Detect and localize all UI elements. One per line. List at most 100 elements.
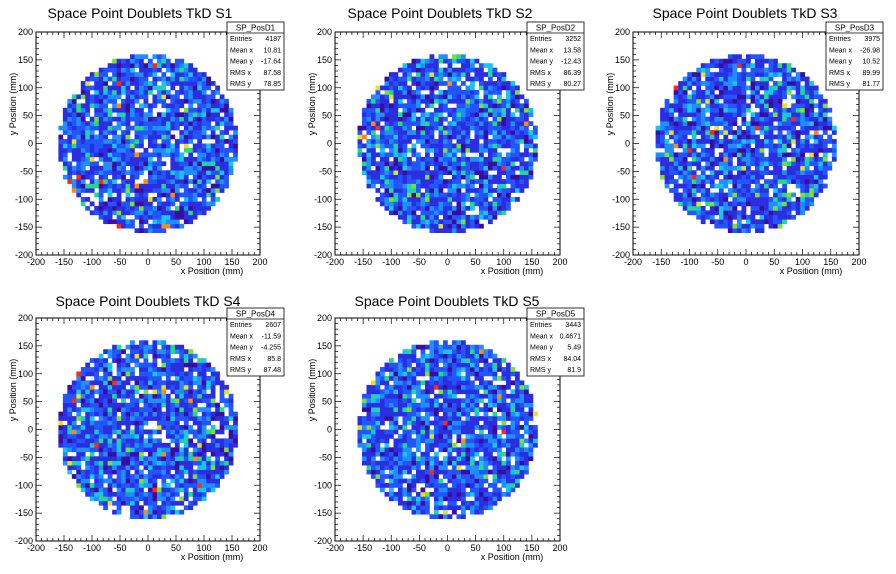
heatmap-cell <box>103 358 108 363</box>
heatmap-cell <box>192 398 198 404</box>
heatmap-cell <box>371 451 376 457</box>
heatmap-cell <box>456 72 462 77</box>
heatmap-cell <box>375 416 381 421</box>
heatmap-cell <box>215 143 220 149</box>
heatmap-cell <box>125 478 131 484</box>
heatmap-cell <box>179 156 185 162</box>
heatmap-cell <box>94 460 100 466</box>
heatmap-cell <box>750 152 756 158</box>
heatmap-cell <box>416 81 421 86</box>
heatmap-cell <box>800 72 806 77</box>
heatmap-cell <box>501 103 507 109</box>
heatmap-cell <box>107 384 113 390</box>
heatmap-cell <box>98 152 104 158</box>
heatmap-cell <box>219 420 225 426</box>
heatmap-cell <box>506 81 511 86</box>
heatmap-cell <box>524 130 529 135</box>
heatmap-cell <box>107 451 113 457</box>
heatmap-cell <box>143 85 149 91</box>
heatmap-cell <box>192 433 198 439</box>
heatmap-cell <box>80 152 86 158</box>
heatmap-cell <box>764 205 769 211</box>
heatmap-cell <box>764 72 769 77</box>
heatmap-cell <box>759 174 765 180</box>
heatmap-cell <box>148 103 153 109</box>
heatmap-cell <box>800 165 806 171</box>
heatmap-cell <box>773 98 778 104</box>
stats-label: Mean y <box>230 345 253 352</box>
heatmap-cell <box>116 420 122 426</box>
heatmap-cell <box>416 130 421 135</box>
heatmap-cell <box>134 76 140 82</box>
heatmap-cell <box>465 156 471 162</box>
heatmap-cell <box>434 107 439 113</box>
heatmap-cell <box>116 197 122 202</box>
heatmap-cell <box>375 152 381 158</box>
heatmap-cell <box>741 205 747 211</box>
stats-value: 13.58 <box>563 47 581 54</box>
heatmap-cell <box>130 483 135 488</box>
heatmap-cell <box>461 219 466 225</box>
y-tick-label: -150 <box>15 222 33 232</box>
heatmap-cell <box>94 183 100 189</box>
heatmap-cell <box>179 192 185 198</box>
heatmap-cell <box>492 152 498 158</box>
heatmap-cell <box>201 98 207 104</box>
heatmap-cell <box>723 210 729 216</box>
heatmap-cell <box>447 165 453 171</box>
heatmap-cell <box>380 393 385 399</box>
heatmap-cell <box>773 107 778 113</box>
heatmap-cell <box>71 156 77 162</box>
heatmap-cell <box>483 85 489 91</box>
heatmap-cell <box>219 174 225 180</box>
heatmap-cell <box>515 152 520 158</box>
heatmap-cell <box>76 380 82 386</box>
heatmap-cell <box>691 143 697 149</box>
heatmap-cell <box>125 469 131 475</box>
heatmap-cell <box>501 205 507 211</box>
heatmap-cell <box>474 170 480 176</box>
heatmap-cell <box>156 451 162 457</box>
heatmap-cell <box>827 125 833 131</box>
heatmap-cell <box>389 81 394 86</box>
heatmap-cell <box>483 134 489 140</box>
heatmap-cell <box>201 170 207 176</box>
heatmap-cell <box>393 429 399 435</box>
heatmap-cell <box>510 121 516 126</box>
heatmap-cell <box>62 447 68 453</box>
heatmap-cell <box>696 81 702 86</box>
heatmap-cell <box>121 161 126 167</box>
heatmap-cell <box>67 460 73 466</box>
heatmap-cell <box>452 81 457 86</box>
heatmap-cell <box>188 380 194 386</box>
heatmap-cell <box>201 474 207 479</box>
heatmap-cell <box>732 201 738 207</box>
heatmap-cell <box>389 393 394 399</box>
heatmap-cell <box>380 192 385 198</box>
heatmap-cell <box>718 210 724 216</box>
heatmap-cell <box>456 170 462 176</box>
heatmap-cell <box>156 179 162 184</box>
heatmap-cell <box>669 179 674 184</box>
heatmap-cell <box>678 170 684 176</box>
heatmap-cell <box>215 179 220 184</box>
heatmap-cell <box>134 411 140 417</box>
x-tick-label: -150 <box>652 257 670 267</box>
heatmap-cell <box>206 81 212 86</box>
heatmap-cell <box>210 469 216 475</box>
heatmap-cell <box>732 112 738 118</box>
heatmap-cell <box>112 98 117 104</box>
heatmap-cell <box>107 483 113 488</box>
heatmap-cell <box>103 103 108 109</box>
heatmap-cell <box>510 125 516 131</box>
y-tick-label: -150 <box>314 222 332 232</box>
heatmap-cell <box>116 456 122 462</box>
heatmap-cell <box>416 438 421 444</box>
heatmap-cell <box>148 407 153 412</box>
heatmap-cell <box>161 147 167 153</box>
heatmap-cell <box>723 72 729 77</box>
heatmap-cell <box>375 165 381 171</box>
heatmap-cell <box>121 402 126 408</box>
heatmap-cell <box>709 192 715 198</box>
heatmap-cell <box>673 98 679 104</box>
